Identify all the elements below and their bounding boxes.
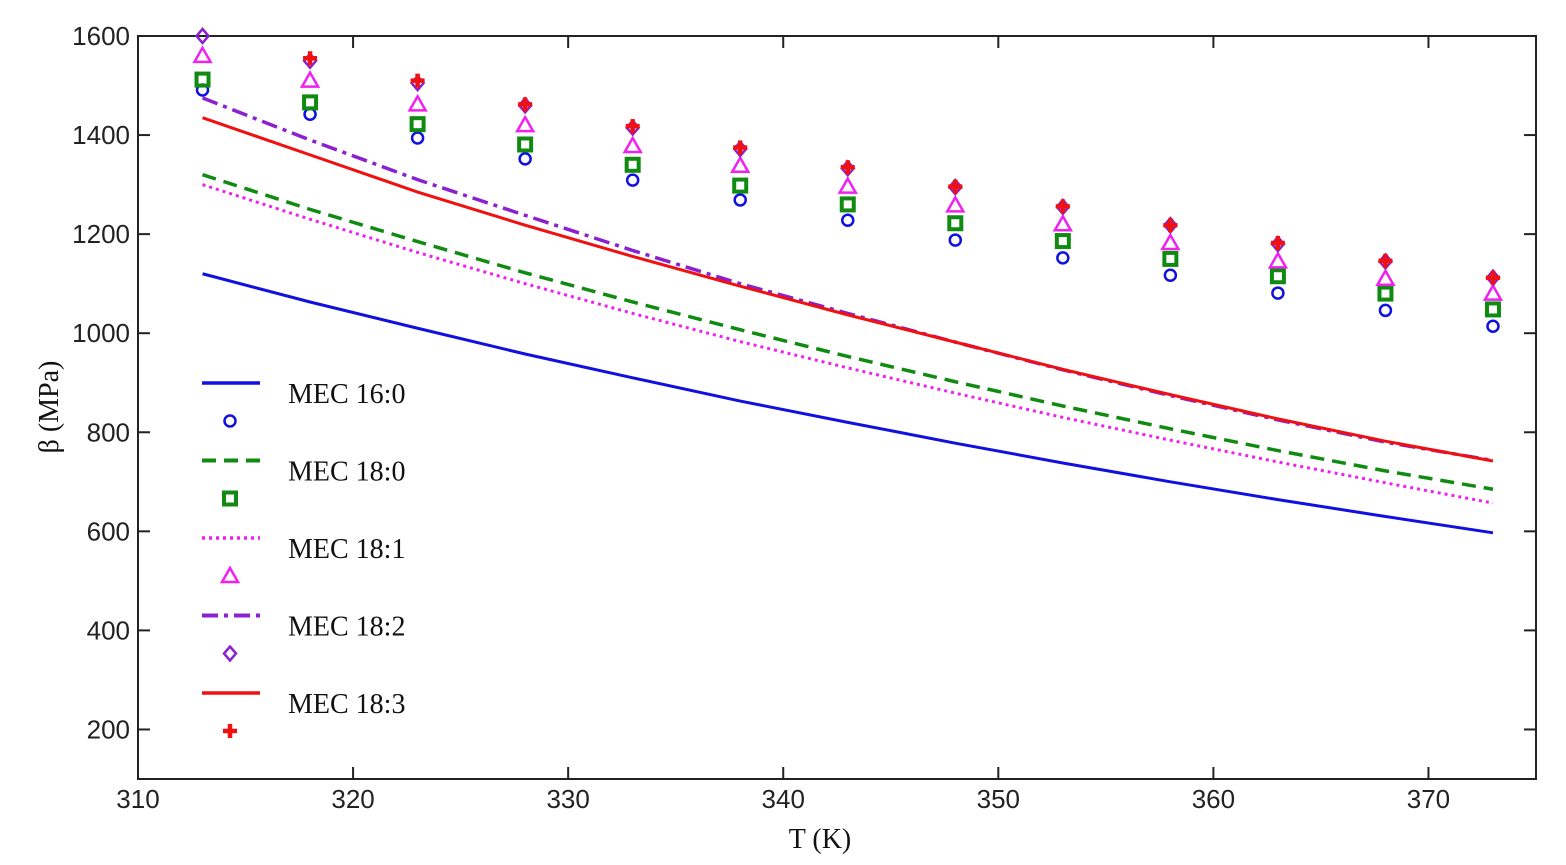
- point: [948, 179, 963, 194]
- point: [1163, 268, 1178, 282]
- point: [1378, 303, 1393, 318]
- point: [730, 155, 751, 174]
- y-axis-label: β (MPa): [34, 361, 65, 454]
- point: [1482, 283, 1504, 301]
- legend-label: MEC 18:3: [288, 689, 405, 720]
- point: [518, 97, 533, 112]
- point: [1270, 236, 1285, 251]
- legend-marker: [223, 724, 237, 738]
- point: [302, 94, 319, 111]
- point: [1377, 285, 1394, 302]
- point: [625, 119, 640, 134]
- y-tick-label: 200: [87, 714, 130, 744]
- point: [839, 196, 856, 213]
- legend-label: MEC 18:2: [288, 612, 405, 643]
- point: [409, 116, 426, 133]
- y-tick-label: 1000: [72, 318, 130, 348]
- point: [410, 73, 425, 88]
- legend-label: MEC 18:1: [288, 534, 405, 565]
- point: [947, 215, 964, 232]
- point: [407, 93, 428, 112]
- x-axis-label: T (K): [789, 824, 851, 855]
- point: [514, 114, 536, 133]
- legend-marker: [222, 644, 238, 663]
- legend-marker: [222, 490, 238, 507]
- point: [518, 152, 532, 166]
- legend-marker: [219, 565, 241, 584]
- point: [1267, 250, 1289, 269]
- x-tick-label: 370: [1407, 784, 1450, 814]
- point: [299, 70, 321, 88]
- y-tick-label: 800: [87, 417, 130, 447]
- x-tick-label: 330: [546, 784, 589, 814]
- x-tick-label: 310: [116, 784, 159, 814]
- x-tick-label: 360: [1192, 784, 1235, 814]
- point: [1486, 319, 1500, 334]
- point: [410, 131, 425, 145]
- point: [624, 156, 641, 173]
- point: [1378, 253, 1393, 268]
- point: [1163, 218, 1178, 233]
- point: [1056, 251, 1070, 265]
- point: [1271, 286, 1285, 300]
- legend-label: MEC 16:0: [288, 379, 405, 410]
- model-line: [202, 116, 1494, 463]
- point: [1055, 199, 1070, 214]
- x-tick-label: 350: [977, 784, 1020, 814]
- point: [837, 176, 858, 194]
- point: [1485, 268, 1501, 287]
- point: [733, 140, 748, 155]
- point: [194, 27, 211, 45]
- point: [1054, 233, 1071, 250]
- plot-frame: [137, 35, 1537, 780]
- point: [194, 71, 211, 88]
- legend-label: MEC 18:0: [288, 457, 405, 488]
- point: [1162, 250, 1179, 267]
- point: [622, 135, 643, 154]
- model-line: [202, 183, 1494, 505]
- point: [1375, 268, 1396, 286]
- y-tick-label: 600: [87, 516, 130, 546]
- y-tick-label: 400: [87, 615, 130, 645]
- point: [625, 173, 640, 187]
- point: [732, 177, 749, 194]
- point: [1160, 232, 1181, 251]
- point: [303, 107, 317, 122]
- point: [303, 51, 318, 66]
- y-tick-label: 1600: [72, 21, 130, 51]
- point: [945, 194, 966, 213]
- x-tick-label: 320: [331, 784, 374, 814]
- point: [1269, 268, 1286, 285]
- model-line: [202, 272, 1494, 535]
- y-tick-label: 1200: [72, 219, 130, 249]
- point: [840, 160, 855, 175]
- x-tick-label: 340: [762, 784, 805, 814]
- point: [948, 233, 963, 247]
- point: [841, 213, 855, 228]
- point: [517, 136, 534, 153]
- point: [1484, 301, 1501, 318]
- legend-marker: [223, 414, 237, 428]
- point: [1052, 213, 1073, 232]
- point: [192, 45, 213, 64]
- y-tick-label: 1400: [72, 120, 130, 150]
- point: [1485, 270, 1500, 285]
- model-line: [201, 173, 1494, 491]
- point: [733, 193, 747, 207]
